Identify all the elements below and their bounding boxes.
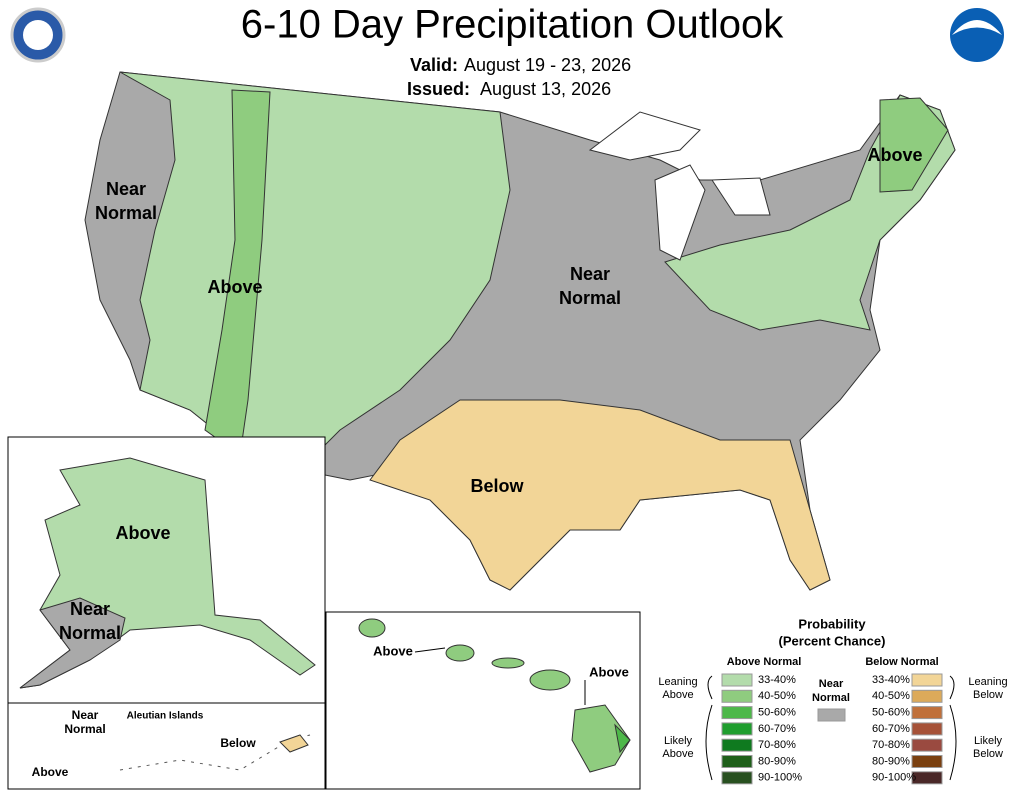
legend-swatch [911, 673, 943, 687]
map-label: Above [867, 145, 922, 165]
legend-swatch [721, 706, 753, 720]
map-label: Normal [559, 288, 621, 308]
legend-swatch [721, 689, 753, 703]
legend-swatch [911, 771, 943, 785]
legend-group: Normal [812, 692, 850, 704]
noaa-logo [950, 8, 1004, 62]
legend-range: 33-40% [758, 674, 796, 686]
legend-swatch [911, 755, 943, 768]
hawaii-islands [358, 618, 631, 773]
map-label: Near [570, 264, 610, 284]
legend-swatch [721, 738, 753, 752]
legend-swatch [721, 771, 753, 785]
lake-huron [711, 177, 771, 216]
maui [529, 669, 571, 691]
big-island-east [614, 723, 631, 754]
map-label: Aleutian Islands [127, 711, 204, 722]
legend-swatch [721, 755, 753, 768]
aleutian-inset [7, 702, 326, 790]
legend-range: 80-90% [872, 755, 910, 767]
legend: Probability (Percent Chance) Above Norma… [658, 616, 1008, 785]
legend-swatch [721, 673, 753, 687]
big-island [571, 704, 631, 773]
legend-group: Leaning [658, 676, 697, 688]
legend-group: Above [662, 748, 693, 760]
oahu [445, 644, 475, 662]
map-label: Normal [64, 722, 105, 736]
legend-range: 90-100% [758, 772, 802, 784]
legend-group: Below [973, 689, 1003, 701]
legend-title: Probability [798, 616, 866, 631]
map-label: Above [207, 277, 262, 297]
legend-swatch [817, 708, 846, 722]
kauai [358, 618, 386, 638]
legend-swatch [911, 706, 943, 720]
leader [414, 647, 446, 653]
issued-label: Issued: [407, 79, 470, 99]
legend-range: 70-80% [758, 739, 796, 751]
legend-range: 33-40% [872, 674, 910, 686]
legend-swatch [721, 722, 753, 736]
legend-brace [705, 675, 713, 781]
below-south-region [369, 399, 831, 591]
valid-label: Valid: [410, 55, 458, 75]
map-label: Above [115, 523, 170, 543]
above-northeast-stronger [879, 97, 949, 193]
legend-range: 60-70% [758, 723, 796, 735]
map-label: Below [220, 736, 256, 750]
map-label: Near [106, 179, 146, 199]
noaa-logo-bird [952, 20, 1002, 35]
legend-group: Below [973, 748, 1003, 760]
lake-superior [588, 111, 701, 161]
legend-header: Below Normal [865, 656, 938, 668]
map-label: Above [373, 643, 413, 658]
legend-range: 40-50% [872, 690, 910, 702]
map-label: Normal [59, 623, 121, 643]
legend-header: Above Normal [727, 656, 802, 668]
doc-logo-inner [23, 20, 53, 50]
molokai [491, 657, 525, 669]
lake-michigan [654, 164, 706, 261]
aleutian-below [279, 734, 309, 753]
legend-swatch [911, 689, 943, 703]
legend-brace [949, 675, 957, 781]
legend-range: 70-80% [872, 739, 910, 751]
map-label: Normal [95, 203, 157, 223]
map-label: Above [32, 765, 69, 779]
map-label: Near [72, 708, 99, 722]
legend-range: 50-60% [872, 707, 910, 719]
map-label: Near [70, 599, 110, 619]
valid-date: August 19 - 23, 2026 [464, 55, 631, 75]
legend-range: 90-100% [872, 772, 916, 784]
legend-group: Above [662, 689, 693, 701]
legend-group: Leaning [968, 676, 1007, 688]
legend-title: (Percent Chance) [779, 633, 886, 648]
legend-range: 80-90% [758, 755, 796, 767]
issued-date: August 13, 2026 [480, 79, 611, 99]
map-label: Below [470, 476, 524, 496]
legend-range: 50-60% [758, 707, 796, 719]
alaska-near-normal [19, 597, 126, 689]
legend-range: 60-70% [872, 723, 910, 735]
legend-group: Likely [974, 735, 1003, 747]
title: 6-10 Day Precipitation Outlook [241, 3, 785, 47]
legend-swatch [911, 738, 943, 752]
legend-group: Near [819, 678, 844, 690]
legend-range: 40-50% [758, 690, 796, 702]
legend-group: Likely [664, 735, 693, 747]
map-label: Above [589, 664, 629, 679]
legend-swatch [911, 722, 943, 736]
